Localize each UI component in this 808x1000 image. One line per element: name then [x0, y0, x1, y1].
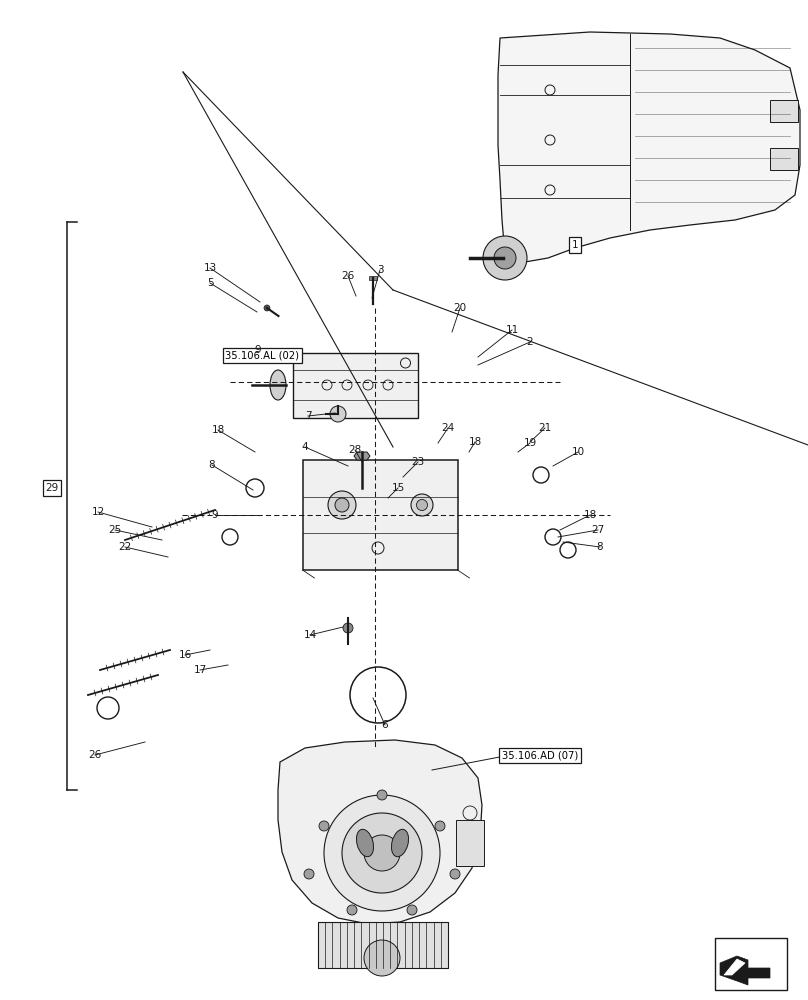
Text: 28: 28 — [348, 445, 362, 455]
Text: 21: 21 — [538, 423, 552, 433]
Bar — [770, 100, 798, 122]
Bar — [456, 820, 484, 866]
Text: 9: 9 — [212, 510, 218, 520]
Text: 7: 7 — [305, 411, 311, 421]
Circle shape — [435, 821, 445, 831]
Text: 6: 6 — [381, 720, 389, 730]
Text: 23: 23 — [411, 457, 425, 467]
Circle shape — [342, 813, 422, 893]
Circle shape — [335, 498, 349, 512]
Circle shape — [343, 623, 353, 633]
Bar — [292, 353, 418, 418]
Text: 8: 8 — [596, 542, 604, 552]
Text: 26: 26 — [341, 271, 355, 281]
Text: 11: 11 — [505, 325, 519, 335]
Ellipse shape — [270, 370, 286, 400]
Circle shape — [407, 905, 417, 915]
Text: 9: 9 — [255, 345, 261, 355]
Text: 25: 25 — [108, 525, 122, 535]
Text: 19: 19 — [524, 438, 537, 448]
Circle shape — [450, 869, 460, 879]
Circle shape — [330, 406, 346, 422]
Circle shape — [411, 494, 433, 516]
Bar — [318, 922, 448, 968]
Text: 10: 10 — [571, 447, 584, 457]
Text: 27: 27 — [591, 525, 604, 535]
Circle shape — [324, 795, 440, 911]
Text: 29: 29 — [45, 483, 59, 493]
Polygon shape — [498, 32, 800, 270]
Text: 12: 12 — [91, 507, 104, 517]
Polygon shape — [720, 956, 770, 985]
Circle shape — [494, 247, 516, 269]
Text: 17: 17 — [193, 665, 207, 675]
Ellipse shape — [356, 829, 373, 857]
Circle shape — [319, 821, 329, 831]
Text: 4: 4 — [301, 442, 309, 452]
Text: 2: 2 — [527, 337, 533, 347]
Text: 14: 14 — [303, 630, 317, 640]
Text: 35.106.AL (02): 35.106.AL (02) — [225, 350, 299, 360]
Bar — [715, 938, 787, 990]
Polygon shape — [354, 452, 370, 460]
Bar — [302, 460, 457, 570]
Text: 26: 26 — [88, 750, 102, 760]
Text: 24: 24 — [441, 423, 455, 433]
Text: 3: 3 — [377, 265, 383, 275]
Text: 15: 15 — [391, 483, 405, 493]
Text: 18: 18 — [583, 510, 596, 520]
Circle shape — [364, 835, 400, 871]
Circle shape — [264, 305, 270, 311]
Text: 1: 1 — [572, 240, 579, 250]
Polygon shape — [278, 740, 482, 924]
Text: 18: 18 — [212, 425, 225, 435]
Bar — [369, 276, 377, 280]
Text: 18: 18 — [469, 437, 482, 447]
Circle shape — [377, 790, 387, 800]
Text: 35.106.AD (07): 35.106.AD (07) — [502, 750, 579, 760]
Circle shape — [304, 869, 314, 879]
Text: 13: 13 — [204, 263, 217, 273]
Text: 5: 5 — [207, 278, 213, 288]
Circle shape — [483, 236, 527, 280]
Circle shape — [364, 940, 400, 976]
Text: 16: 16 — [179, 650, 191, 660]
Text: 22: 22 — [119, 542, 132, 552]
Circle shape — [416, 499, 427, 510]
Bar — [770, 148, 798, 170]
Circle shape — [347, 905, 357, 915]
Circle shape — [328, 491, 356, 519]
Text: 20: 20 — [453, 303, 466, 313]
Ellipse shape — [391, 829, 409, 857]
Text: 8: 8 — [208, 460, 215, 470]
Polygon shape — [724, 959, 745, 975]
